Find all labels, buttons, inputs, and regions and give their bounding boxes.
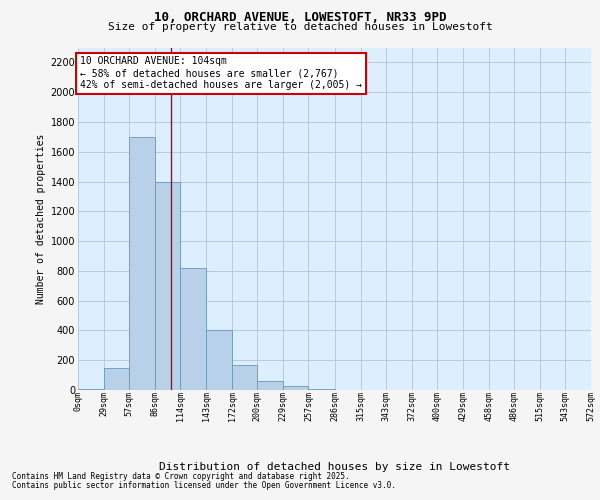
Text: 10, ORCHARD AVENUE, LOWESTOFT, NR33 9PD: 10, ORCHARD AVENUE, LOWESTOFT, NR33 9PD (154, 11, 446, 24)
Text: Contains HM Land Registry data © Crown copyright and database right 2025.: Contains HM Land Registry data © Crown c… (12, 472, 350, 481)
Text: 10 ORCHARD AVENUE: 104sqm
← 58% of detached houses are smaller (2,767)
42% of se: 10 ORCHARD AVENUE: 104sqm ← 58% of detac… (80, 56, 362, 90)
Bar (308, 388, 335, 390)
Bar (104, 368, 129, 390)
Bar (180, 268, 206, 390)
Bar (155, 182, 180, 390)
Y-axis label: Number of detached properties: Number of detached properties (37, 134, 46, 304)
Text: Distribution of detached houses by size in Lowestoft: Distribution of detached houses by size … (159, 462, 510, 472)
Text: Contains public sector information licensed under the Open Government Licence v3: Contains public sector information licen… (12, 481, 396, 490)
Bar (283, 386, 308, 390)
Text: Size of property relative to detached houses in Lowestoft: Size of property relative to detached ho… (107, 22, 493, 32)
Bar (129, 137, 155, 390)
Bar (78, 388, 104, 390)
Bar (206, 330, 232, 390)
Bar (232, 364, 257, 390)
Bar (257, 381, 283, 390)
